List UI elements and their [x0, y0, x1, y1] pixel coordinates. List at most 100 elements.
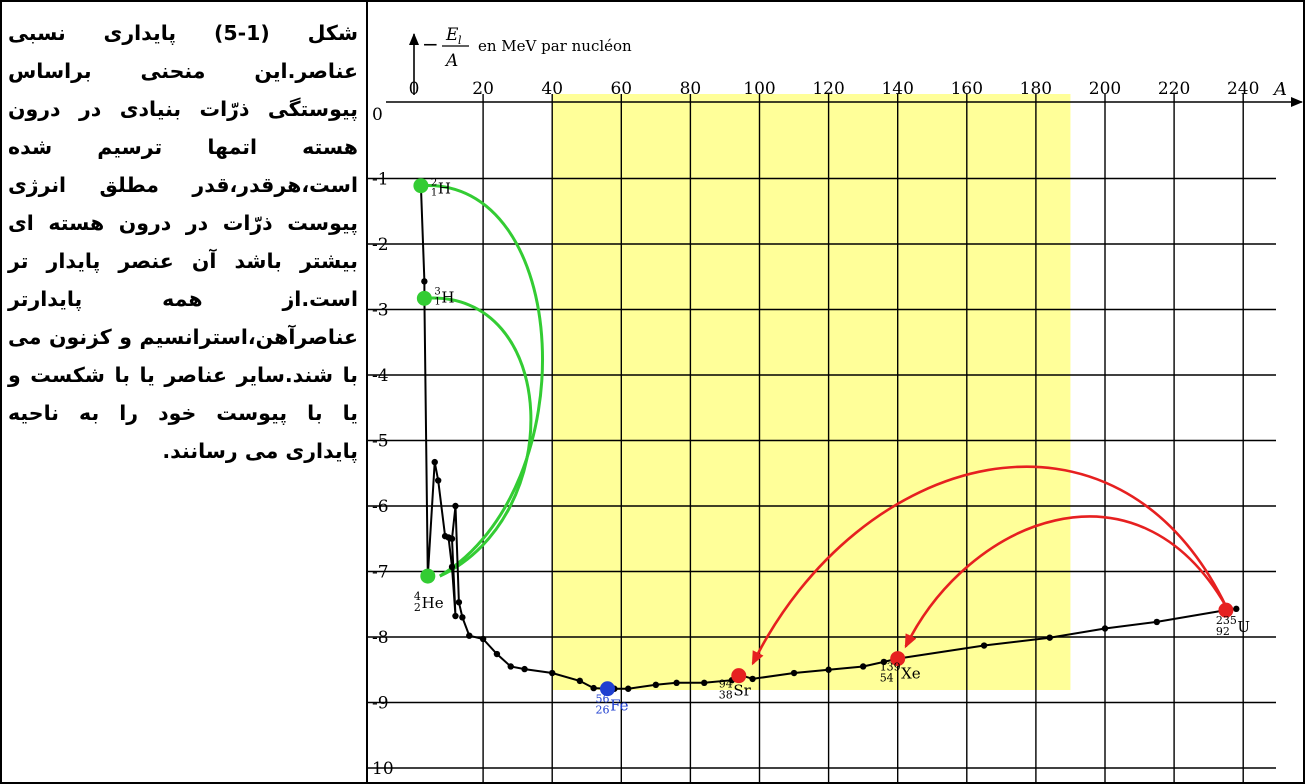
y-tick-label-1: -1 — [372, 170, 389, 190]
curve-point-9 — [452, 612, 459, 620]
fusion-arc-deuterium — [420, 184, 544, 578]
curve-point-41 — [1233, 605, 1240, 613]
x-tick-label-140: 140 — [881, 79, 913, 99]
x-tick-label-160: 160 — [951, 79, 983, 99]
isotope-label-h2: 21 H — [431, 178, 451, 199]
y-tick-label-4: -4 — [372, 366, 389, 386]
svg-text:−: − — [422, 32, 439, 56]
curve-point-16 — [493, 650, 501, 658]
x-tick-label-60: 60 — [610, 79, 632, 99]
isotope-dot-xe139 — [890, 651, 906, 667]
isotope-dot-he4 — [420, 568, 436, 584]
y-tick-label-5: -5 — [372, 432, 389, 452]
curve-point-25 — [652, 681, 660, 689]
y-tick-label-2: -2 — [372, 235, 389, 255]
x-tick-label-220: 220 — [1158, 79, 1190, 99]
isotope-mass-number: 3 — [434, 286, 440, 297]
curve-point-38 — [1101, 625, 1109, 632]
curve-point-11 — [452, 502, 459, 510]
curve-point-37 — [1046, 634, 1053, 641]
curve-point-14 — [466, 632, 473, 639]
svg-text:A: A — [444, 51, 458, 71]
curve-point-32 — [825, 666, 832, 673]
y-axis-label: − E l A en MeV par nucléon — [422, 25, 632, 71]
x-tick-label-0: 0 — [409, 79, 420, 99]
isotope-mass-number: 56 — [595, 693, 609, 706]
isotope-mass-number: 4 — [414, 590, 421, 603]
curve-point-27 — [701, 679, 708, 687]
curve-point-39 — [1153, 618, 1161, 626]
isotope-dot-h3 — [416, 290, 432, 306]
curve-point-15 — [479, 635, 487, 643]
svg-text:l: l — [458, 34, 462, 47]
curve-point-5 — [434, 477, 442, 484]
isotope-dot-u235 — [1218, 602, 1234, 618]
x-tick-label-40: 40 — [541, 79, 563, 99]
curve-point-4 — [431, 458, 438, 466]
curve-point-1 — [421, 278, 428, 285]
isotope-symbol: H — [441, 288, 454, 306]
isotope-dot-fe56 — [599, 681, 615, 697]
fission-arc-to-sr — [751, 465, 1228, 666]
curve-point-31 — [790, 669, 798, 677]
isotope-mass-number: 139 — [880, 661, 901, 674]
isotope-symbol: U — [1237, 618, 1250, 636]
isotope-symbol: Sr — [733, 682, 751, 700]
reaction-arrows — [420, 184, 1228, 666]
curve-point-8 — [448, 563, 456, 571]
curve-point-12 — [455, 599, 463, 606]
isotope-label-he4: 42 He — [414, 590, 444, 614]
fission-arc-to-xe — [904, 515, 1228, 649]
isotope-atomic-number: 54 — [880, 672, 894, 685]
stability-band — [552, 94, 1071, 690]
x-tick-label-180: 180 — [1020, 79, 1052, 99]
grid-lines — [368, 94, 1276, 784]
curve-point-36 — [980, 642, 988, 649]
isotope-atomic-number: 26 — [595, 704, 609, 717]
curve-point-30 — [749, 675, 756, 683]
curve-point-13 — [459, 614, 466, 621]
isotope-symbol: Fe — [610, 697, 629, 715]
svg-text:en MeV par nucléon: en MeV par nucléon — [478, 37, 632, 55]
isotope-label-h3: 31 H — [434, 286, 454, 307]
isotope-atomic-number: 2 — [414, 601, 421, 614]
x-tick-label-200: 200 — [1089, 79, 1121, 99]
curve-point-19 — [549, 669, 556, 677]
isotope-symbol: H — [438, 180, 451, 198]
isotope-atomic-number: 1 — [434, 296, 440, 307]
curve-point-26 — [673, 679, 680, 687]
curve-point-10 — [448, 535, 456, 542]
figure-caption: شکل (1-5) پایداری نسبی عناصر.این منحنی ب… — [8, 21, 358, 463]
isotope-dot-h2 — [413, 178, 429, 194]
isotope-atomic-number: 1 — [431, 188, 437, 199]
isotope-mass-number: 2 — [431, 178, 437, 189]
isotope-mass-number: 94 — [719, 678, 733, 691]
isotope-dot-sr94 — [731, 668, 747, 684]
isotope-atomic-number: 38 — [719, 689, 733, 702]
isotope-atomic-number: 92 — [1216, 625, 1230, 638]
y-tick-labels: 0 -1 -2 -3 -4 -5 -6 -7 -8 -9 10 — [372, 105, 394, 779]
x-tick-label-240: 240 — [1227, 79, 1259, 99]
curve-point-24 — [625, 685, 632, 692]
x-tick-labels: 0 20 40 60 80 100 120 140 160 180 200 220 240 — [409, 79, 1260, 99]
curve-point-34 — [880, 658, 888, 666]
axes — [386, 33, 1303, 107]
svg-text:E: E — [445, 25, 459, 45]
y-tick-label-6: -6 — [372, 497, 389, 517]
x-tick-label-100: 100 — [743, 79, 775, 99]
y-tick-label-3: -3 — [372, 301, 389, 321]
y-tick-label-10: 10 — [372, 759, 394, 779]
y-tick-label-8: -8 — [372, 628, 389, 648]
curve-point-20 — [576, 677, 584, 685]
fusion-arc-tritium — [424, 296, 533, 578]
column-divider — [366, 0, 368, 784]
curve-point-21 — [590, 684, 597, 692]
x-tick-label-80: 80 — [680, 79, 702, 99]
isotope-mass-number: 235 — [1216, 614, 1237, 627]
y-tick-label-9: -9 — [372, 694, 389, 714]
